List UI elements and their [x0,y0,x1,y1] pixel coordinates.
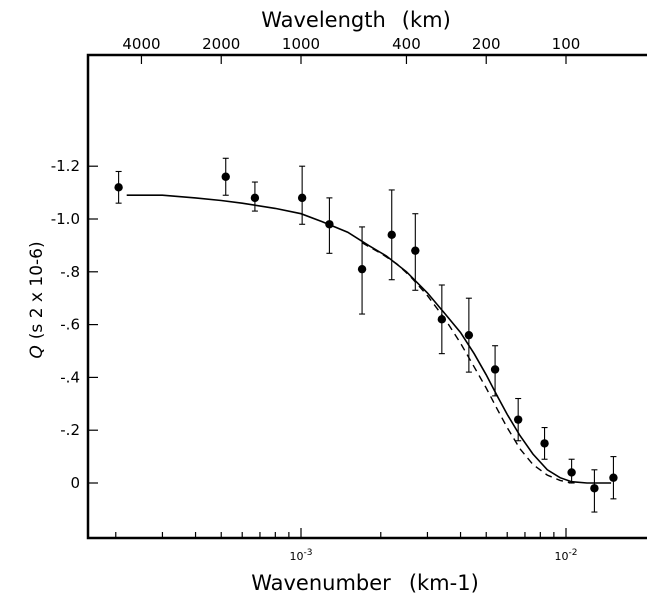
data-point [114,170,123,204]
top-tick-label: 1000 [282,35,320,53]
data-point [490,345,500,397]
data-point [567,458,576,484]
point-marker [437,315,447,324]
point-marker [221,172,230,181]
y-tick-label: -1.0 [51,210,80,228]
x-tick-exponent: -3 [304,548,313,558]
data-point [325,197,334,254]
point-marker [297,193,307,203]
y-tick-label: -.4 [60,368,80,386]
x-tick-exponent: -2 [569,548,578,558]
data-point [221,157,230,196]
point-marker [490,365,500,374]
top-tick-label: 400 [392,35,421,53]
top-tick-label: 100 [552,35,581,53]
data-point [297,165,307,225]
data-point [590,469,599,513]
x-axis-unit: (km-1) [409,571,479,595]
x-axis-label: Wavenumber [251,571,391,595]
point-marker [250,193,260,203]
top-axis-label: Wavelength [261,8,386,32]
x-axis-title: Wavenumber (km-1) [251,571,479,595]
fit-curves [126,194,612,484]
data-points [114,157,618,513]
axes-frame [86,53,647,540]
bottom-axis-ticks: 10-3 10-2 [115,528,578,563]
y-axis-unit: (s 2 x 10-6) [27,241,47,339]
data-point [357,226,367,315]
point-marker [609,473,618,482]
x-tick-label: 10-3 [290,548,313,563]
y-axis-ticks: -1.2 -1.0 -.8 -.6 -.4 -.2 0 [51,157,98,492]
point-marker [114,183,123,192]
y-axis-title: Q (s 2 x 10-6) [27,241,47,358]
point-marker [567,468,576,477]
point-marker [387,230,396,240]
data-point [437,284,447,355]
point-marker [590,484,599,493]
data-point [464,297,474,373]
point-marker [513,415,523,424]
data-point [387,189,396,281]
top-axis-unit: (km) [402,8,451,32]
plot-frame [86,53,647,540]
y-tick-label: -.8 [60,263,80,281]
top-axis-ticks: 4000 2000 1000 400 200 100 [122,35,580,64]
top-tick-label: 4000 [122,35,160,53]
y-axis-symbol: Q [27,345,47,358]
data-point [540,427,549,460]
y-tick-label: 0 [70,474,80,492]
point-marker [325,220,334,229]
point-marker [411,246,420,255]
x-tick-base: 10 [555,550,569,563]
data-point [513,397,523,442]
top-tick-label: 200 [472,35,501,53]
point-marker [464,330,474,340]
point-marker [540,439,549,448]
x-tick-label: 10-2 [555,548,578,563]
x-tick-base: 10 [290,550,304,563]
point-marker [357,264,367,274]
y-tick-label: -.2 [60,421,80,439]
y-tick-label: -1.2 [51,157,80,175]
y-tick-label: -.6 [60,316,80,334]
top-axis-title: Wavelength (km) [261,8,451,32]
data-point [250,181,260,212]
solid-fit-curve [126,194,612,484]
data-point [411,213,420,291]
dashed-fit-curve [361,242,572,484]
top-tick-label: 2000 [202,35,240,53]
data-point [609,456,618,500]
